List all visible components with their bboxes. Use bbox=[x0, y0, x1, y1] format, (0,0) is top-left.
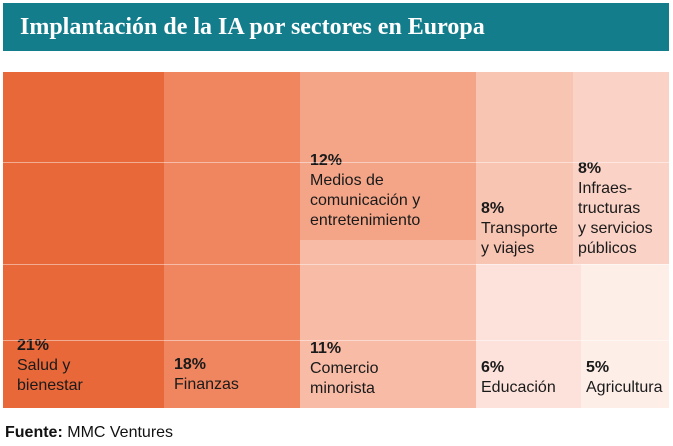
sector-name: Medios de comunicación y entretenimiento bbox=[310, 172, 421, 229]
sector-value: 11% bbox=[310, 340, 342, 357]
treemap-cell-educacion: 6% Educación bbox=[476, 264, 581, 408]
treemap-cell-medios: 12% Medios de comunicación y entretenimie… bbox=[300, 72, 476, 240]
sector-value: 5% bbox=[586, 359, 610, 376]
sector-value: 18% bbox=[174, 356, 207, 373]
sector-value: 12% bbox=[310, 152, 343, 169]
treemap-label-comercio: 11% Comercio minorista bbox=[310, 339, 378, 399]
treemap-cell-infraestructuras: 8% Infraes- tructuras y servicios público… bbox=[573, 72, 669, 264]
treemap-label-infraestructuras: 8% Infraes- tructuras y servicios público… bbox=[578, 159, 653, 259]
sector-value: 8% bbox=[481, 200, 505, 217]
treemap-cell-comercio: 11% Comercio minorista bbox=[300, 240, 476, 408]
treemap-label-agricultura: 5% Agricultura bbox=[586, 358, 662, 398]
grid-line bbox=[3, 340, 669, 341]
treemap-cell-finanzas: 18% Finanzas bbox=[164, 72, 300, 408]
sector-value: 6% bbox=[481, 359, 505, 376]
sector-name: Salud y bienestar bbox=[17, 357, 83, 394]
treemap-label-transporte: 8% Transporte y viajes bbox=[481, 199, 558, 259]
sector-name: Comercio minorista bbox=[310, 360, 379, 397]
chart-title: Implantación de la IA por sectores en Eu… bbox=[3, 3, 669, 51]
treemap-cell-salud: 21% Salud y bienestar bbox=[3, 72, 164, 408]
treemap-label-finanzas: 18% Finanzas bbox=[174, 355, 239, 395]
treemap-cell-agricultura: 5% Agricultura bbox=[581, 264, 669, 408]
treemap-cell-transporte: 8% Transporte y viajes bbox=[476, 72, 573, 264]
source-text: MMC Ventures bbox=[67, 424, 174, 441]
grid-line bbox=[3, 162, 669, 163]
grid-line bbox=[3, 264, 669, 265]
treemap-label-salud: 21% Salud y bienestar bbox=[17, 336, 83, 396]
treemap-label-medios: 12% Medios de comunicación y entretenimie… bbox=[310, 151, 420, 231]
source-label: Fuente: bbox=[5, 424, 63, 441]
sector-name: Educación bbox=[481, 379, 556, 396]
source-note: Fuente: MMC Ventures bbox=[5, 424, 173, 442]
sector-value: 21% bbox=[17, 337, 50, 354]
sector-name: Infraes- tructuras y servicios públicos bbox=[578, 180, 653, 257]
sector-name: Transporte y viajes bbox=[481, 220, 558, 257]
treemap-label-educacion: 6% Educación bbox=[481, 358, 556, 398]
sector-name: Finanzas bbox=[174, 376, 239, 393]
sector-name: Agricultura bbox=[586, 379, 663, 396]
sector-value: 8% bbox=[578, 160, 602, 177]
treemap: 21% Salud y bienestar 18% Finanzas 12% Medios… bbox=[3, 72, 669, 408]
